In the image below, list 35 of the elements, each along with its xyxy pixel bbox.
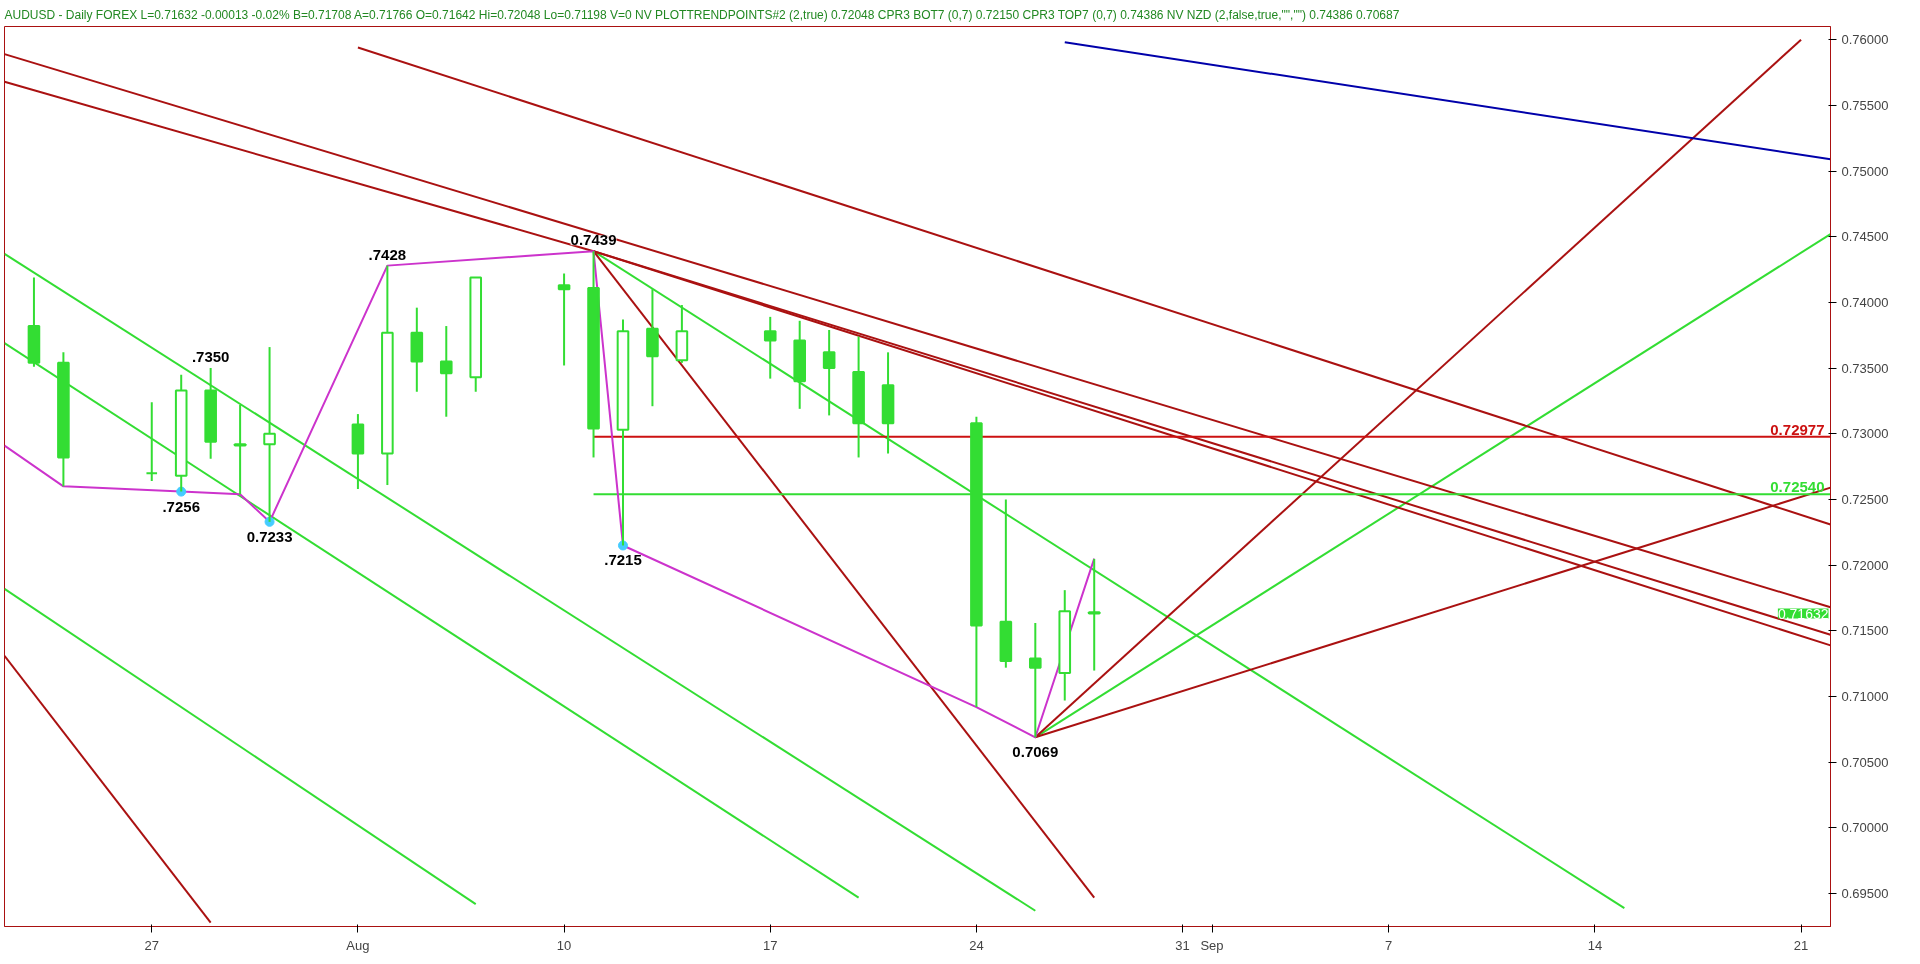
series-label: 0.72977 bbox=[1770, 420, 1825, 438]
annotation: .7256 bbox=[162, 497, 200, 515]
x-tick-label: 10 bbox=[556, 937, 572, 953]
x-tick-label: Sep bbox=[1200, 937, 1224, 953]
annotation: 0.7439 bbox=[570, 231, 617, 249]
y-tick-label: 0.70000 bbox=[1841, 820, 1889, 836]
y-tick-label: 0.74000 bbox=[1841, 294, 1889, 310]
y-tick-label: 0.71000 bbox=[1841, 689, 1889, 705]
annotation: 0.7233 bbox=[246, 527, 293, 545]
y-tick-label: 0.74500 bbox=[1841, 229, 1889, 245]
x-tick-label: 14 bbox=[1587, 937, 1603, 953]
annotation: .7350 bbox=[191, 348, 230, 366]
x-tick-label: Aug bbox=[346, 937, 370, 953]
annotation: .7428 bbox=[368, 245, 407, 263]
y-tick-label: 0.72500 bbox=[1841, 491, 1889, 507]
y-tick-label: 0.73000 bbox=[1841, 426, 1889, 442]
x-tick-label: 21 bbox=[1793, 937, 1809, 953]
y-tick-label: 0.70500 bbox=[1841, 754, 1889, 770]
annotation: 0.71632 bbox=[1777, 605, 1829, 622]
annotation: 0.7069 bbox=[1012, 743, 1059, 761]
chart-title: AUDUSD - Daily FOREX L=0.71632 -0.00013 -0.02% B=0.71708 A=0.71766 O=0.71642 Hi=0.72048 Lo=0.71198 V=0 NV PLOTTRENDPOINTS#2 (2,true) 0.72048 CPR3 BOT7 (0,7) 0.72150 CPR3 TOP7 (0,7) 0.74386 NV NZD (2,false,true,"","") 0.74386 0.70687 bbox=[4, 7, 1400, 22]
x-tick-label: 7 bbox=[1385, 937, 1393, 953]
y-tick-label: 0.72000 bbox=[1841, 557, 1889, 573]
annotation: .7215 bbox=[604, 551, 642, 569]
x-tick-label: 31 bbox=[1175, 937, 1190, 953]
x-tick-label: 17 bbox=[763, 937, 778, 953]
y-tick-label: 0.71500 bbox=[1841, 623, 1889, 639]
y-tick-label: 0.73500 bbox=[1841, 360, 1889, 376]
series-label: 0.72540 bbox=[1770, 478, 1825, 496]
x-tick-label: 24 bbox=[969, 937, 984, 953]
x-tick-label: 27 bbox=[144, 937, 159, 953]
y-tick-label: 0.69500 bbox=[1841, 886, 1889, 902]
y-tick-label: 0.75000 bbox=[1841, 163, 1889, 179]
y-tick-label: 0.75500 bbox=[1841, 97, 1889, 113]
y-tick-label: 0.76000 bbox=[1841, 32, 1889, 48]
